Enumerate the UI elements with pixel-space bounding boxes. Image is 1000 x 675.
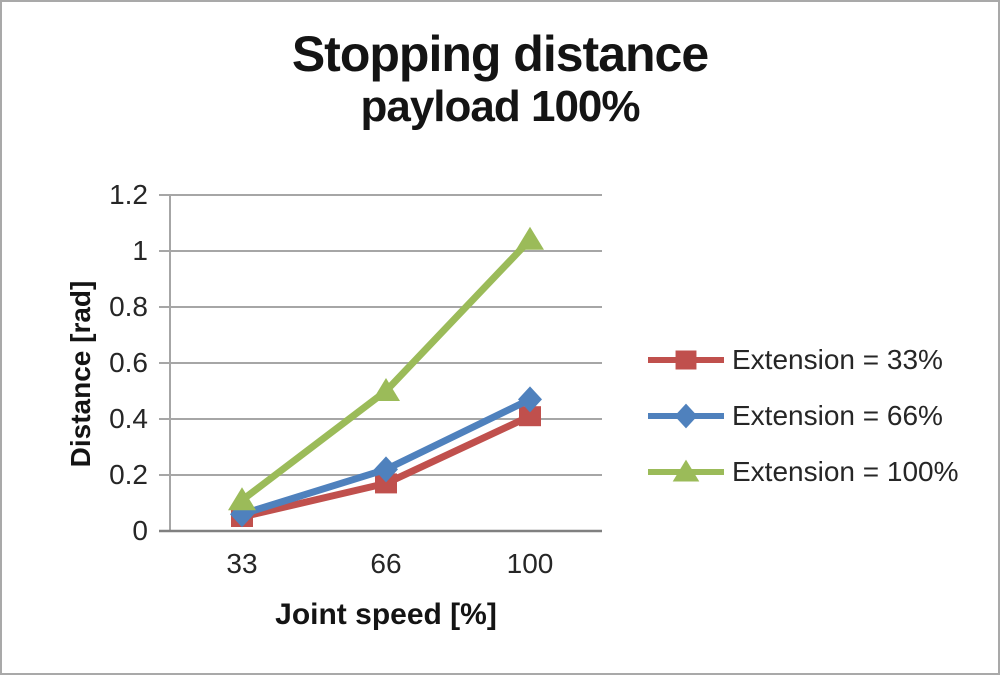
square-marker (675, 350, 697, 370)
triangle-marker (516, 226, 544, 250)
chart-title: Stopping distance (291, 26, 709, 82)
chart-title-block: Stopping distance payload 100% (2, 26, 998, 130)
chart-subtitle: payload 100% (360, 81, 640, 131)
y-axis-tick-label: 0.2 (109, 459, 148, 490)
legend: Extension = 33% Extension = 66% Extensio… (646, 340, 959, 492)
triangle-marker (672, 459, 700, 482)
x-axis-title: Joint speed [%] (275, 598, 497, 631)
legend-triangle-marker-icon (648, 459, 724, 482)
diamond-marker (374, 456, 398, 483)
legend-diamond-marker-icon (648, 403, 724, 429)
y-axis-title: Distance [rad] (65, 280, 96, 468)
legend-label: Extension = 66% (732, 400, 943, 431)
legend-label: Extension = 33% (732, 344, 943, 375)
legend-label: Extension = 100% (732, 456, 959, 487)
x-axis-tick-label: 66 (370, 548, 402, 579)
legend-item: Extension = 100% (646, 452, 959, 492)
legend-item: Extension = 33% (646, 340, 959, 380)
y-axis-tick-label: 0.6 (109, 347, 148, 378)
y-axis-tick-label: 1 (132, 235, 148, 266)
diamond-marker (674, 403, 698, 429)
square-marker (375, 473, 397, 494)
y-axis-tick-label: 0 (132, 515, 148, 546)
triangle-marker (228, 487, 256, 511)
x-axis-tick-label: 33 (226, 548, 258, 579)
y-axis-tick-label: 1.2 (109, 179, 148, 210)
x-axis-tick-label: 100 (506, 548, 554, 579)
triangle-marker (372, 378, 400, 401)
legend-item: Extension = 66% (646, 396, 959, 436)
square-marker (519, 406, 541, 427)
legend-square-marker-icon (648, 350, 724, 370)
diamond-marker (518, 386, 542, 413)
y-axis-tick-label: 0.4 (109, 403, 148, 434)
y-axis-tick-label: 0.8 (109, 291, 148, 322)
